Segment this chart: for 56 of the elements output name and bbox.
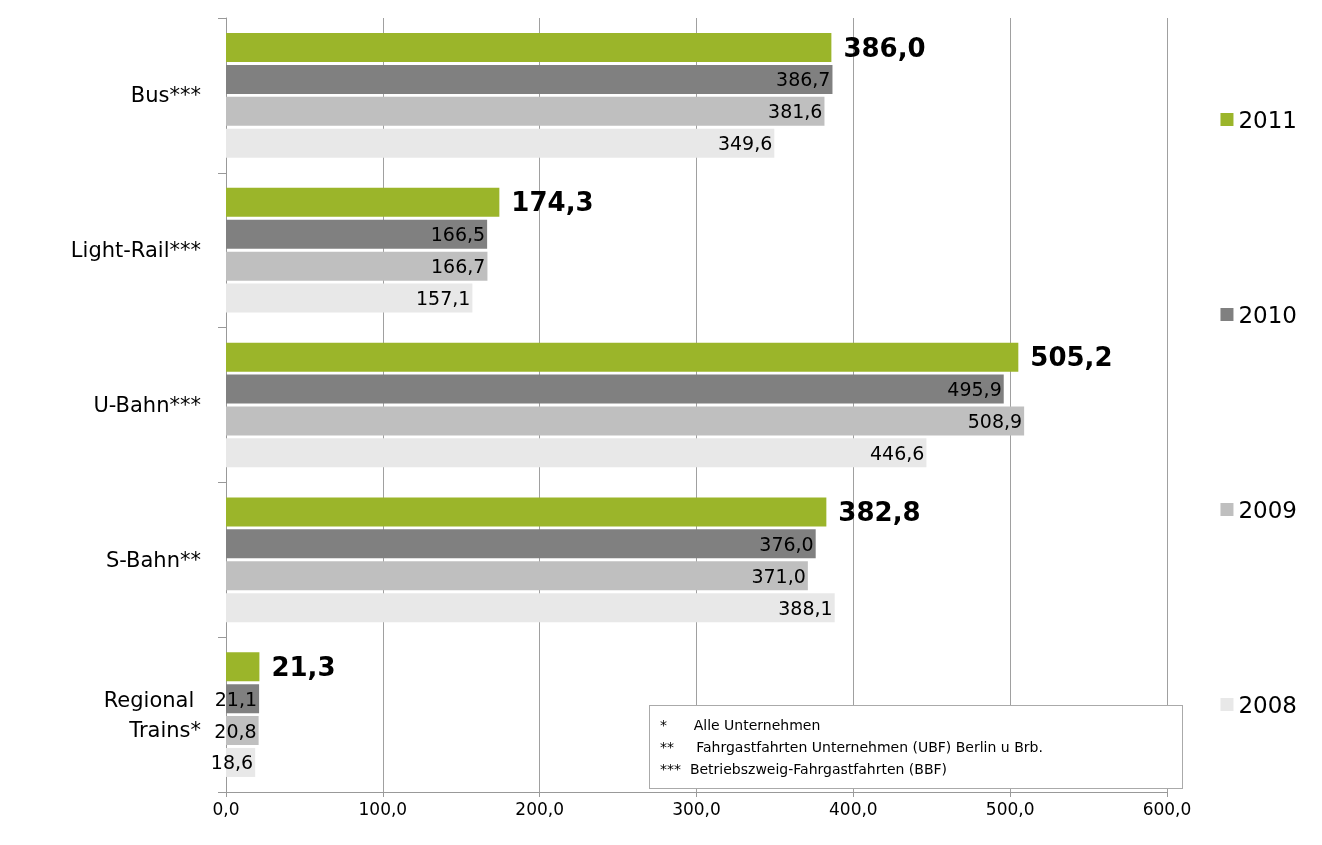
bar — [226, 406, 1025, 436]
bar — [226, 251, 488, 281]
bar — [226, 497, 827, 527]
bar — [226, 187, 500, 217]
bar — [226, 438, 927, 468]
bar — [226, 33, 832, 63]
bar — [226, 652, 260, 682]
data-label: 166,5 — [430, 223, 486, 246]
legend-label: 2009 — [1238, 496, 1298, 523]
bar — [226, 64, 833, 94]
data-label: 495,9 — [947, 378, 1002, 401]
annotation: *** Betriebszweig-Fahrgastfahrten (BBF) — [660, 760, 948, 779]
x-tick-label: 400,0 — [829, 798, 878, 819]
data-label: 446,6 — [870, 441, 925, 464]
x-tick-label: 500,0 — [985, 798, 1035, 819]
legend-label: 2011 — [1238, 106, 1298, 133]
x-tick-label: 600,0 — [1142, 798, 1192, 819]
y-tick-label: Light-Rail*** — [70, 238, 201, 263]
annotation: ** Fahrgastfahrten Unternehmen (UBF) Berlin u Brb. — [660, 738, 1044, 757]
data-label: 386,7 — [776, 68, 831, 91]
y-tick-label: U-Bahn*** — [93, 393, 201, 417]
data-label: 508,9 — [967, 409, 1023, 432]
x-tick-label: 100,0 — [358, 798, 408, 819]
data-label: 157,1 — [415, 287, 471, 310]
bar — [226, 593, 835, 623]
y-tick-label: S-Bahn** — [105, 547, 201, 572]
bar — [226, 374, 1004, 404]
data-label: 20,8 — [214, 719, 257, 742]
annotation: * Alle Unternehmen — [660, 716, 822, 735]
legend-label: 2010 — [1238, 301, 1298, 328]
data-label: 174,3 — [511, 187, 594, 218]
bar — [226, 96, 825, 126]
x-tick-label: 0,0 — [212, 798, 240, 819]
data-label: 505,2 — [1030, 342, 1113, 373]
bar — [226, 529, 816, 559]
bar — [226, 561, 808, 591]
data-label: 376,0 — [759, 532, 814, 555]
data-label: 382,8 — [838, 496, 921, 527]
x-tick-label: 200,0 — [515, 798, 564, 819]
data-label: 388,1 — [778, 596, 833, 619]
data-label: 386,0 — [843, 32, 926, 63]
x-tick-label: 300,0 — [672, 798, 721, 819]
bar — [226, 342, 1019, 372]
data-label: 18,6 — [210, 751, 254, 774]
data-label: 371,0 — [751, 564, 806, 587]
data-label: 381,6 — [768, 100, 823, 123]
data-label: 166,7 — [431, 255, 486, 278]
y-tick-label: Bus*** — [130, 83, 201, 108]
bar — [226, 283, 473, 313]
y-tick-label: Regional Trains* — [103, 687, 201, 742]
data-label: 349,6 — [717, 132, 773, 155]
notes-box: * Alle Unternehmen ** Fahrgastfahrten Unternehmen (UBF) Berlin u Brb. *** Betriebszweig-Fahrgastfahrten (BBF) — [649, 705, 1183, 789]
data-label: 21,3 — [271, 651, 336, 682]
bar — [226, 128, 775, 158]
legend-label: 2008 — [1238, 691, 1298, 718]
bar — [226, 219, 488, 249]
